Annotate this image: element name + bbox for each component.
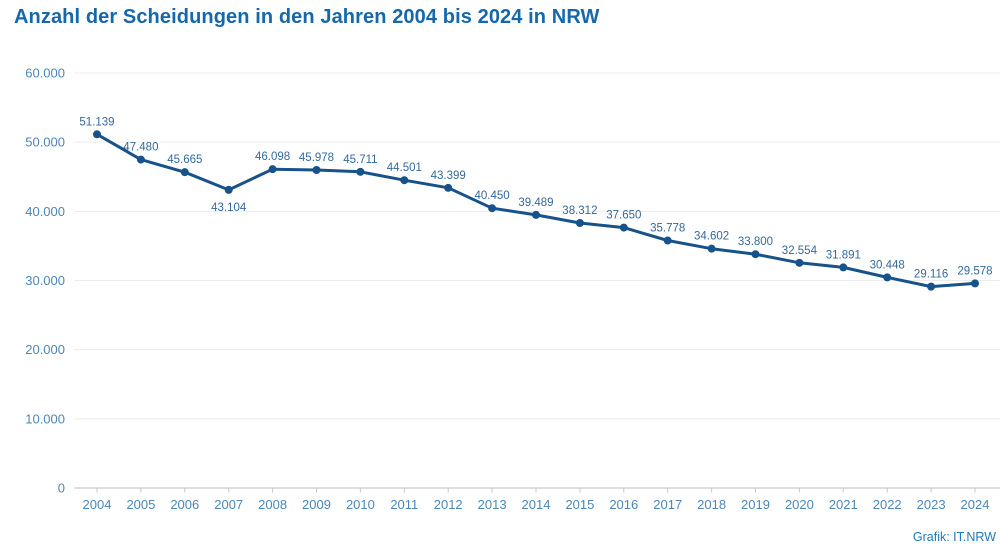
data-point-label: 43.104: [211, 202, 247, 214]
data-point-label: 37.650: [606, 210, 641, 222]
x-axis-tick-label: 2017: [653, 497, 682, 512]
x-axis-tick-label: 2005: [126, 497, 155, 512]
x-axis-tick-label: 2018: [697, 497, 726, 512]
chart-source-credit: Grafik: IT.NRW: [912, 530, 996, 544]
x-axis-tick-label: 2021: [829, 497, 858, 512]
x-axis-tick-label: 2011: [390, 497, 418, 512]
x-axis-tick-label: 2004: [83, 497, 112, 512]
data-point-label: 51.139: [79, 116, 114, 128]
data-point: [312, 165, 321, 174]
data-point-label: 33.800: [738, 236, 773, 248]
data-point-label: 43.399: [431, 170, 466, 182]
data-point-label: 34.602: [694, 231, 729, 243]
data-point-label: 46.098: [255, 151, 290, 163]
y-axis-tick-label: 20.000: [25, 342, 65, 357]
y-axis-tick-label: 30.000: [25, 273, 65, 288]
data-point-label: 45.978: [299, 152, 334, 164]
data-point-label: 39.489: [518, 197, 553, 209]
x-axis-tick-label: 2022: [873, 497, 902, 512]
data-point: [619, 223, 628, 232]
y-axis-tick-label: 50.000: [25, 135, 65, 150]
data-point: [93, 130, 101, 139]
data-point: [400, 176, 409, 185]
data-point: [707, 244, 716, 253]
data-point: [795, 258, 804, 267]
data-point-label: 29.578: [957, 265, 992, 277]
data-point-label: 47.480: [123, 142, 158, 154]
x-axis-tick-label: 2020: [785, 497, 814, 512]
chart-title: Anzahl der Scheidungen in den Jahren 200…: [14, 6, 600, 28]
y-axis-tick-label: 40.000: [25, 204, 65, 219]
y-axis-tick-label: 0: [58, 481, 65, 496]
data-point: [444, 183, 453, 192]
x-axis-tick-label: 2008: [258, 497, 287, 512]
data-point: [180, 168, 189, 177]
data-point-label: 44.501: [387, 162, 422, 174]
data-point: [971, 279, 979, 288]
x-axis-tick-label: 2009: [302, 497, 331, 512]
data-point-label: 32.554: [782, 245, 818, 257]
x-axis-tick-label: 2015: [565, 497, 594, 512]
data-point: [751, 250, 760, 259]
data-point: [224, 185, 233, 194]
data-point: [927, 282, 936, 291]
data-point-label: 35.778: [650, 223, 685, 235]
data-point: [136, 155, 145, 164]
x-axis-tick-label: 2019: [741, 497, 770, 512]
data-point-label: 29.116: [914, 269, 948, 281]
data-point-label: 40.450: [475, 190, 510, 202]
x-axis-tick-label: 2024: [961, 497, 990, 512]
x-axis-tick-label: 2014: [522, 497, 551, 512]
x-axis-tick-label: 2007: [214, 497, 243, 512]
data-point: [663, 236, 672, 245]
x-axis-tick-label: 2012: [434, 497, 463, 512]
data-point: [488, 204, 497, 213]
data-point-label: 38.312: [562, 205, 597, 217]
data-point-label: 45.711: [343, 154, 377, 166]
x-axis-tick-label: 2010: [346, 497, 375, 512]
x-axis-tick-label: 2006: [170, 497, 199, 512]
y-axis-tick-label: 60.000: [25, 66, 65, 81]
data-point-label: 30.448: [870, 259, 905, 271]
data-point-label: 45.665: [167, 154, 202, 166]
x-axis-tick-label: 2023: [917, 497, 946, 512]
x-axis-tick-label: 2016: [609, 497, 638, 512]
data-point: [839, 263, 848, 272]
data-point: [575, 219, 584, 228]
data-point: [532, 210, 540, 219]
x-axis-tick-label: 2013: [478, 497, 507, 512]
data-point: [356, 167, 365, 176]
data-point: [883, 273, 892, 282]
data-point: [268, 165, 277, 174]
y-axis-tick-label: 10.000: [25, 411, 65, 426]
data-point-label: 31.891: [826, 249, 861, 261]
